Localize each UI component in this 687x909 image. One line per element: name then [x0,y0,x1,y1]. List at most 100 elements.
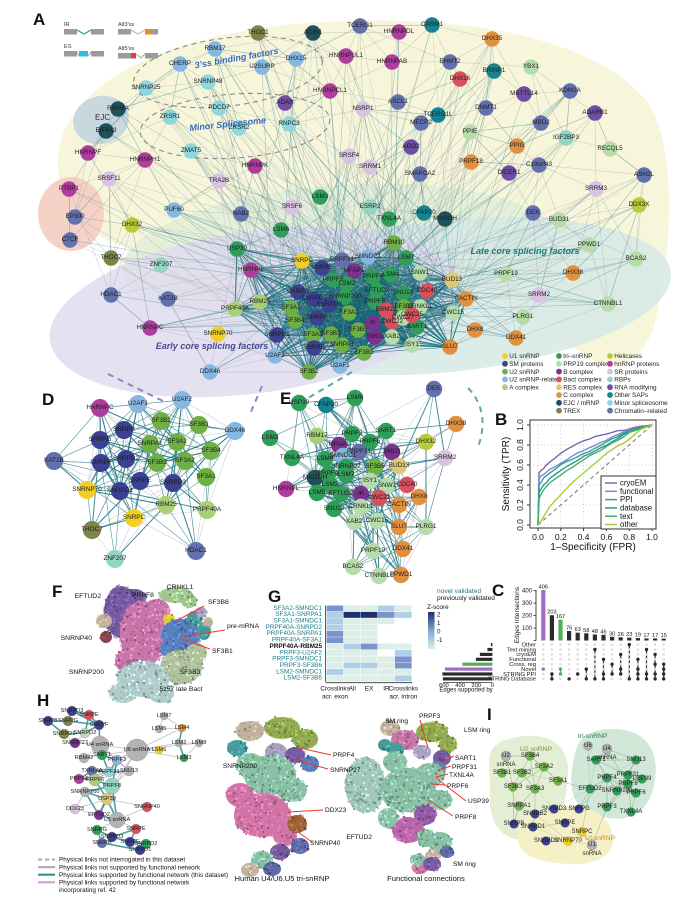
svg-text:ISY1: ISY1 [363,477,377,484]
svg-text:SF3B2: SF3B2 [299,368,319,375]
svg-text:previously validated: previously validated [437,595,495,602]
svg-text:KAT2B: KAT2B [158,295,177,302]
svg-text:PRP19 complex: PRP19 complex [563,361,610,368]
svg-text:CWC25: CWC25 [401,311,424,318]
svg-text:SNRPC: SNRPC [123,514,146,521]
svg-text:TREX: TREX [563,408,581,415]
svg-text:Physical links supported by fu: Physical links supported by functional n… [59,880,190,887]
svg-text:U4 snRNA: U4 snRNA [87,742,114,748]
svg-text:2: 2 [437,612,441,619]
svg-text:SNRNP48: SNRNP48 [193,78,223,85]
svg-text:23: 23 [626,632,632,638]
svg-text:RECQL5: RECQL5 [597,145,623,152]
svg-text:BUD13: BUD13 [389,462,410,469]
svg-text:BCAS2: BCAS2 [343,563,364,570]
svg-text:RBM42: RBM42 [75,755,94,761]
svg-text:SF3A2: SF3A2 [167,438,187,445]
svg-text:PUF60: PUF60 [164,206,184,213]
svg-text:SF3B3: SF3B3 [321,330,341,337]
svg-text:KAT2B: KAT2B [44,457,64,464]
svg-text:1.0: 1.0 [646,532,658,542]
svg-text:26: 26 [618,632,624,638]
svg-text:1: 1 [437,620,441,627]
svg-text:SNW1: SNW1 [378,482,397,489]
svg-text:Alt5'ss: Alt5'ss [118,46,135,52]
svg-text:LSM2: LSM2 [322,481,339,488]
svg-text:HNRNPUL1: HNRNPUL1 [329,52,363,59]
svg-text:NAB2: NAB2 [233,210,250,217]
svg-text:SF3B6: SF3B6 [208,599,229,606]
svg-text:58: 58 [583,628,589,634]
svg-text:PLRG1: PLRG1 [513,313,534,320]
svg-text:CTCF: CTCF [62,236,79,243]
svg-text:-1: -1 [437,637,443,644]
svg-text:SNRPD1: SNRPD1 [264,331,290,338]
svg-text:SF3B4: SF3B4 [201,447,221,454]
svg-text:STRING Database: STRING Database [488,677,536,683]
svg-text:Edges Intersections: Edges Intersections [514,587,521,643]
svg-text:SF3A3: SF3A3 [303,331,323,338]
svg-text:CHERP: CHERP [169,60,191,67]
svg-text:PRPF40A: PRPF40A [193,506,222,513]
svg-text:19: 19 [635,633,641,639]
svg-text:TXNL4A: TXNL4A [280,454,305,461]
svg-text:SNW1: SNW1 [411,269,430,276]
svg-text:EJC: EJC [95,113,110,122]
svg-text:SNRPG: SNRPG [89,436,112,443]
svg-text:0.6: 0.6 [600,532,612,542]
svg-text:SNRPA1: SNRPA1 [137,440,163,447]
svg-text:SF3B6: SF3B6 [365,463,385,470]
svg-text:DHX8: DHX8 [410,493,427,500]
svg-text:ZRSR1: ZRSR1 [160,113,181,120]
svg-text:CRNKL1: CRNKL1 [167,584,194,591]
svg-text:100: 100 [522,626,533,632]
svg-text:76: 76 [566,626,572,632]
svg-text:Bact complex: Bact complex [563,377,602,384]
svg-text:tri–snRNP: tri–snRNP [563,353,592,360]
svg-text:30: 30 [609,631,615,637]
svg-text:EFTUD2: EFTUD2 [329,490,354,497]
svg-text:PRPF3: PRPF3 [342,430,363,437]
svg-text:H: H [37,691,49,710]
svg-text:SNRNP200: SNRNP200 [329,293,362,300]
svg-text:1–Specificity (FPR): 1–Specificity (FPR) [550,542,636,553]
svg-text:5z57 late Bact: 5z57 late Bact [159,686,202,693]
svg-text:PLRG1: PLRG1 [416,523,437,530]
svg-text:BUD13: BUD13 [442,276,463,283]
svg-text:PRPF31: PRPF31 [98,769,119,775]
svg-text:F: F [52,582,62,601]
svg-text:SNRPD1: SNRPD1 [53,731,76,737]
svg-text:RBPs: RBPs [614,377,630,384]
svg-text:KDM1A: KDM1A [559,87,581,94]
svg-text:EFTUD2: EFTUD2 [75,593,102,600]
svg-text:PRPF19: PRPF19 [361,547,386,554]
svg-text:DDX46: DDX46 [200,368,221,375]
svg-text:THOC1: THOC1 [247,29,269,36]
svg-text:0.2: 0.2 [555,532,567,542]
svg-text:PRPF8: PRPF8 [132,592,154,599]
svg-text:0.6: 0.6 [515,459,525,471]
svg-text:200: 200 [522,614,533,620]
svg-text:SNU13: SNU13 [120,768,138,774]
svg-text:SNRPD2: SNRPD2 [74,730,97,736]
svg-text:0.4: 0.4 [515,479,525,491]
svg-text:LSM2-SF3B6: LSM2-SF3B6 [284,675,323,682]
svg-text:CWC22: CWC22 [368,494,391,501]
svg-text:Physical links not interrogate: Physical links not interrogated in this … [59,857,185,864]
svg-text:PRPF3: PRPF3 [108,757,126,763]
svg-text:U2SURP: U2SURP [249,63,275,70]
svg-text:SNRNP200: SNRNP200 [69,669,104,676]
svg-text:HNRNPAB: HNRNPAB [377,58,407,65]
svg-text:U6 snRNA: U6 snRNA [124,747,151,753]
svg-text:HNRNPCL1: HNRNPCL1 [313,87,347,94]
svg-text:U2 snRNP-related: U2 snRNP-related [509,377,561,384]
svg-text:IGF2BP3: IGF2BP3 [553,134,579,141]
svg-text:other: other [620,520,638,529]
svg-text:Minor spliceosome: Minor spliceosome [614,400,668,407]
svg-text:SMNDC1: SMNDC1 [355,253,382,260]
svg-text:0.8: 0.8 [623,532,635,542]
svg-text:SNRPB: SNRPB [92,840,112,846]
svg-text:ZNF207: ZNF207 [150,261,173,268]
svg-text:A: A [33,10,45,29]
svg-text:SNRPF: SNRPF [306,314,327,321]
